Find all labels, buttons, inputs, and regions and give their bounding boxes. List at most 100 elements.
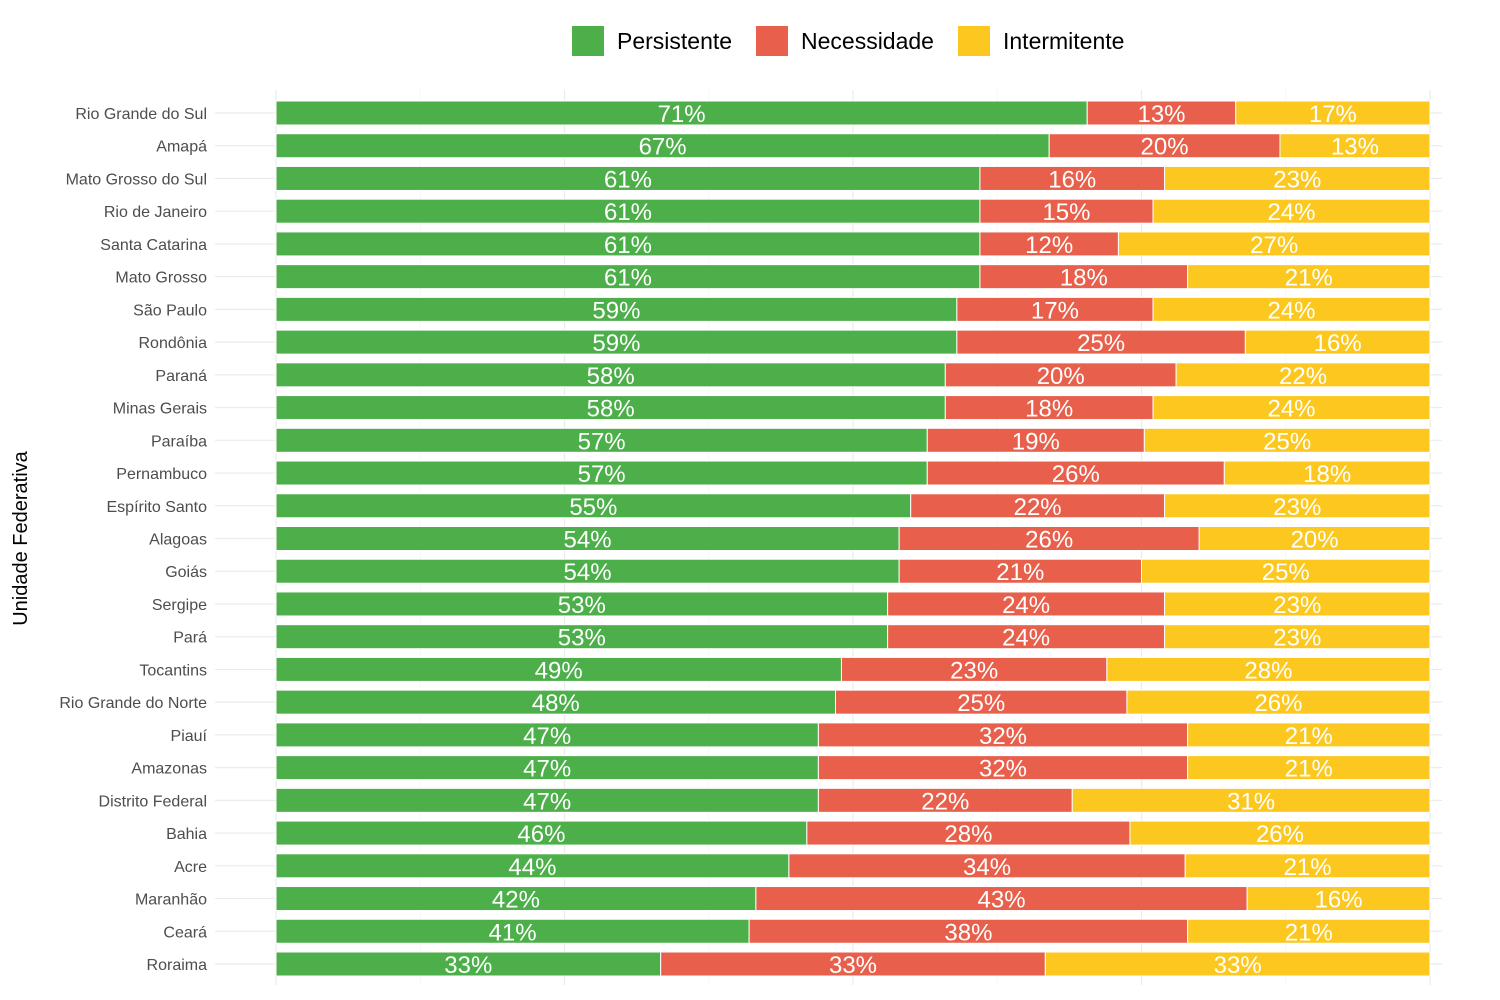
y-tick-label: Rio Grande do Norte <box>59 695 207 712</box>
bar-value-label: 28% <box>944 821 992 848</box>
bar-segment-intermitente <box>1187 755 1431 781</box>
bar-value-label: 26% <box>1254 690 1302 717</box>
bar-value-label: 58% <box>587 396 635 423</box>
bar-segment-intermitente <box>1164 165 1431 191</box>
bar-value-label: 16% <box>1048 166 1096 193</box>
bar-segment-persistente <box>275 722 819 748</box>
bar-value-label: 71% <box>658 101 706 128</box>
bar-segment-necessidade <box>806 820 1131 846</box>
bar-segment-persistente <box>275 231 981 257</box>
bar-segment-intermitente <box>1164 591 1431 617</box>
legend-swatch-intermitente <box>958 26 990 56</box>
bar-value-label: 47% <box>523 723 571 750</box>
y-tick-label: Espírito Santo <box>107 499 208 516</box>
bar-segment-intermitente <box>1187 918 1431 944</box>
bar-value-label: 21% <box>1285 919 1333 946</box>
bar-segment-intermitente <box>1164 624 1431 650</box>
y-tick-label: Paraíba <box>151 433 207 450</box>
bar-value-label: 21% <box>1285 265 1333 292</box>
bar-value-label: 25% <box>1077 330 1125 357</box>
bar-value-label: 16% <box>1314 330 1362 357</box>
bar-segment-necessidade <box>926 460 1225 486</box>
bar-value-label: 67% <box>639 134 687 161</box>
y-tick-label: Maranhão <box>135 892 207 909</box>
legend: Persistente Necessidade Intermitente <box>572 26 1124 56</box>
bar-value-label: 32% <box>979 756 1027 783</box>
bar-segment-necessidade <box>956 329 1246 355</box>
bar-segment-persistente <box>275 624 889 650</box>
bar-segment-persistente <box>275 558 900 584</box>
bar-value-label: 55% <box>569 494 617 521</box>
bar-segment-intermitente <box>1152 296 1431 322</box>
bar-value-label: 21% <box>1285 756 1333 783</box>
bar-segment-persistente <box>275 787 819 813</box>
bar-segment-necessidade <box>910 493 1166 519</box>
bar-value-label: 23% <box>1273 625 1321 652</box>
y-tick-label: Mato Grosso <box>115 270 207 287</box>
bar-value-label: 15% <box>1042 199 1090 226</box>
bar-segment-intermitente <box>1198 526 1431 551</box>
bar-segment-intermitente <box>1044 951 1431 977</box>
bar-segment-necessidade <box>944 395 1154 421</box>
bar-value-label: 21% <box>996 559 1044 586</box>
y-tick-label: Minas Gerais <box>113 401 207 418</box>
bar-value-label: 32% <box>979 723 1027 750</box>
bar-value-label: 54% <box>564 527 612 554</box>
bar-segment-necessidade <box>887 624 1166 650</box>
bar-segment-persistente <box>275 591 889 617</box>
bar-segment-persistente <box>275 329 958 355</box>
bar-segment-necessidade <box>956 296 1154 322</box>
bar-value-label: 47% <box>523 788 571 815</box>
bar-value-label: 17% <box>1031 297 1079 324</box>
bar-value-label: 61% <box>604 232 652 259</box>
bar-value-label: 61% <box>604 199 652 226</box>
legend-label-persistente: Persistente <box>617 28 732 54</box>
y-tick-label: Rio de Janeiro <box>104 204 207 221</box>
bar-value-label: 18% <box>1060 265 1108 292</box>
bar-segment-necessidade <box>835 689 1128 715</box>
bar-segment-intermitente <box>1246 886 1431 912</box>
bar-value-label: 23% <box>1273 166 1321 193</box>
bar-segment-persistente <box>275 100 1088 126</box>
bar-value-label: 22% <box>1014 494 1062 521</box>
bar-value-label: 47% <box>523 756 571 783</box>
bar-segment-intermitente <box>1187 722 1431 748</box>
bar-segment-intermitente <box>1164 493 1431 519</box>
y-tick-label: Alagoas <box>149 532 207 549</box>
bar-value-label: 25% <box>1263 428 1311 455</box>
bar-segment-intermitente <box>1117 231 1431 257</box>
bar-segment-necessidade <box>887 591 1166 617</box>
y-axis: Rio Grande do Sul Amapá Mato Grosso do Sul… <box>59 106 207 974</box>
bar-segment-necessidade <box>748 918 1189 944</box>
bar-segment-persistente <box>275 656 842 682</box>
bar-segment-intermitente <box>1279 133 1431 159</box>
bar-segment-persistente <box>275 886 757 912</box>
bar-segment-intermitente <box>1141 558 1431 584</box>
y-tick-label: Pará <box>173 630 207 647</box>
bar-segment-intermitente <box>1071 787 1431 813</box>
bar-value-label: 41% <box>489 919 537 946</box>
y-tick-label: Tocantins <box>139 662 207 679</box>
bar-value-label: 26% <box>1025 527 1073 554</box>
bar-value-label: 33% <box>829 952 877 979</box>
y-axis-title: Unidade Federativa <box>10 450 32 625</box>
bar-value-label: 21% <box>1284 854 1332 881</box>
legend-label-intermitente: Intermitente <box>1003 28 1124 54</box>
bar-value-label: 26% <box>1052 461 1100 488</box>
bar-value-label: 33% <box>1214 952 1262 979</box>
bar-segment-intermitente <box>1187 264 1431 290</box>
bar-value-label: 22% <box>921 788 969 815</box>
bar-segment-persistente <box>275 526 900 551</box>
bars <box>275 100 1431 977</box>
bar-segment-intermitente <box>1126 689 1431 715</box>
y-tick-label: Roraima <box>147 957 208 974</box>
y-tick-label: Distrito Federal <box>99 793 207 810</box>
bar-segment-intermitente <box>1143 427 1431 453</box>
bar-value-label: 24% <box>1267 396 1315 423</box>
bar-value-label: 20% <box>1141 134 1189 161</box>
legend-label-necessidade: Necessidade <box>801 28 934 54</box>
bar-segment-persistente <box>275 460 928 486</box>
y-tick-label: Paraná <box>155 368 207 385</box>
bar-segment-persistente <box>275 853 790 879</box>
bar-value-label: 33% <box>444 952 492 979</box>
